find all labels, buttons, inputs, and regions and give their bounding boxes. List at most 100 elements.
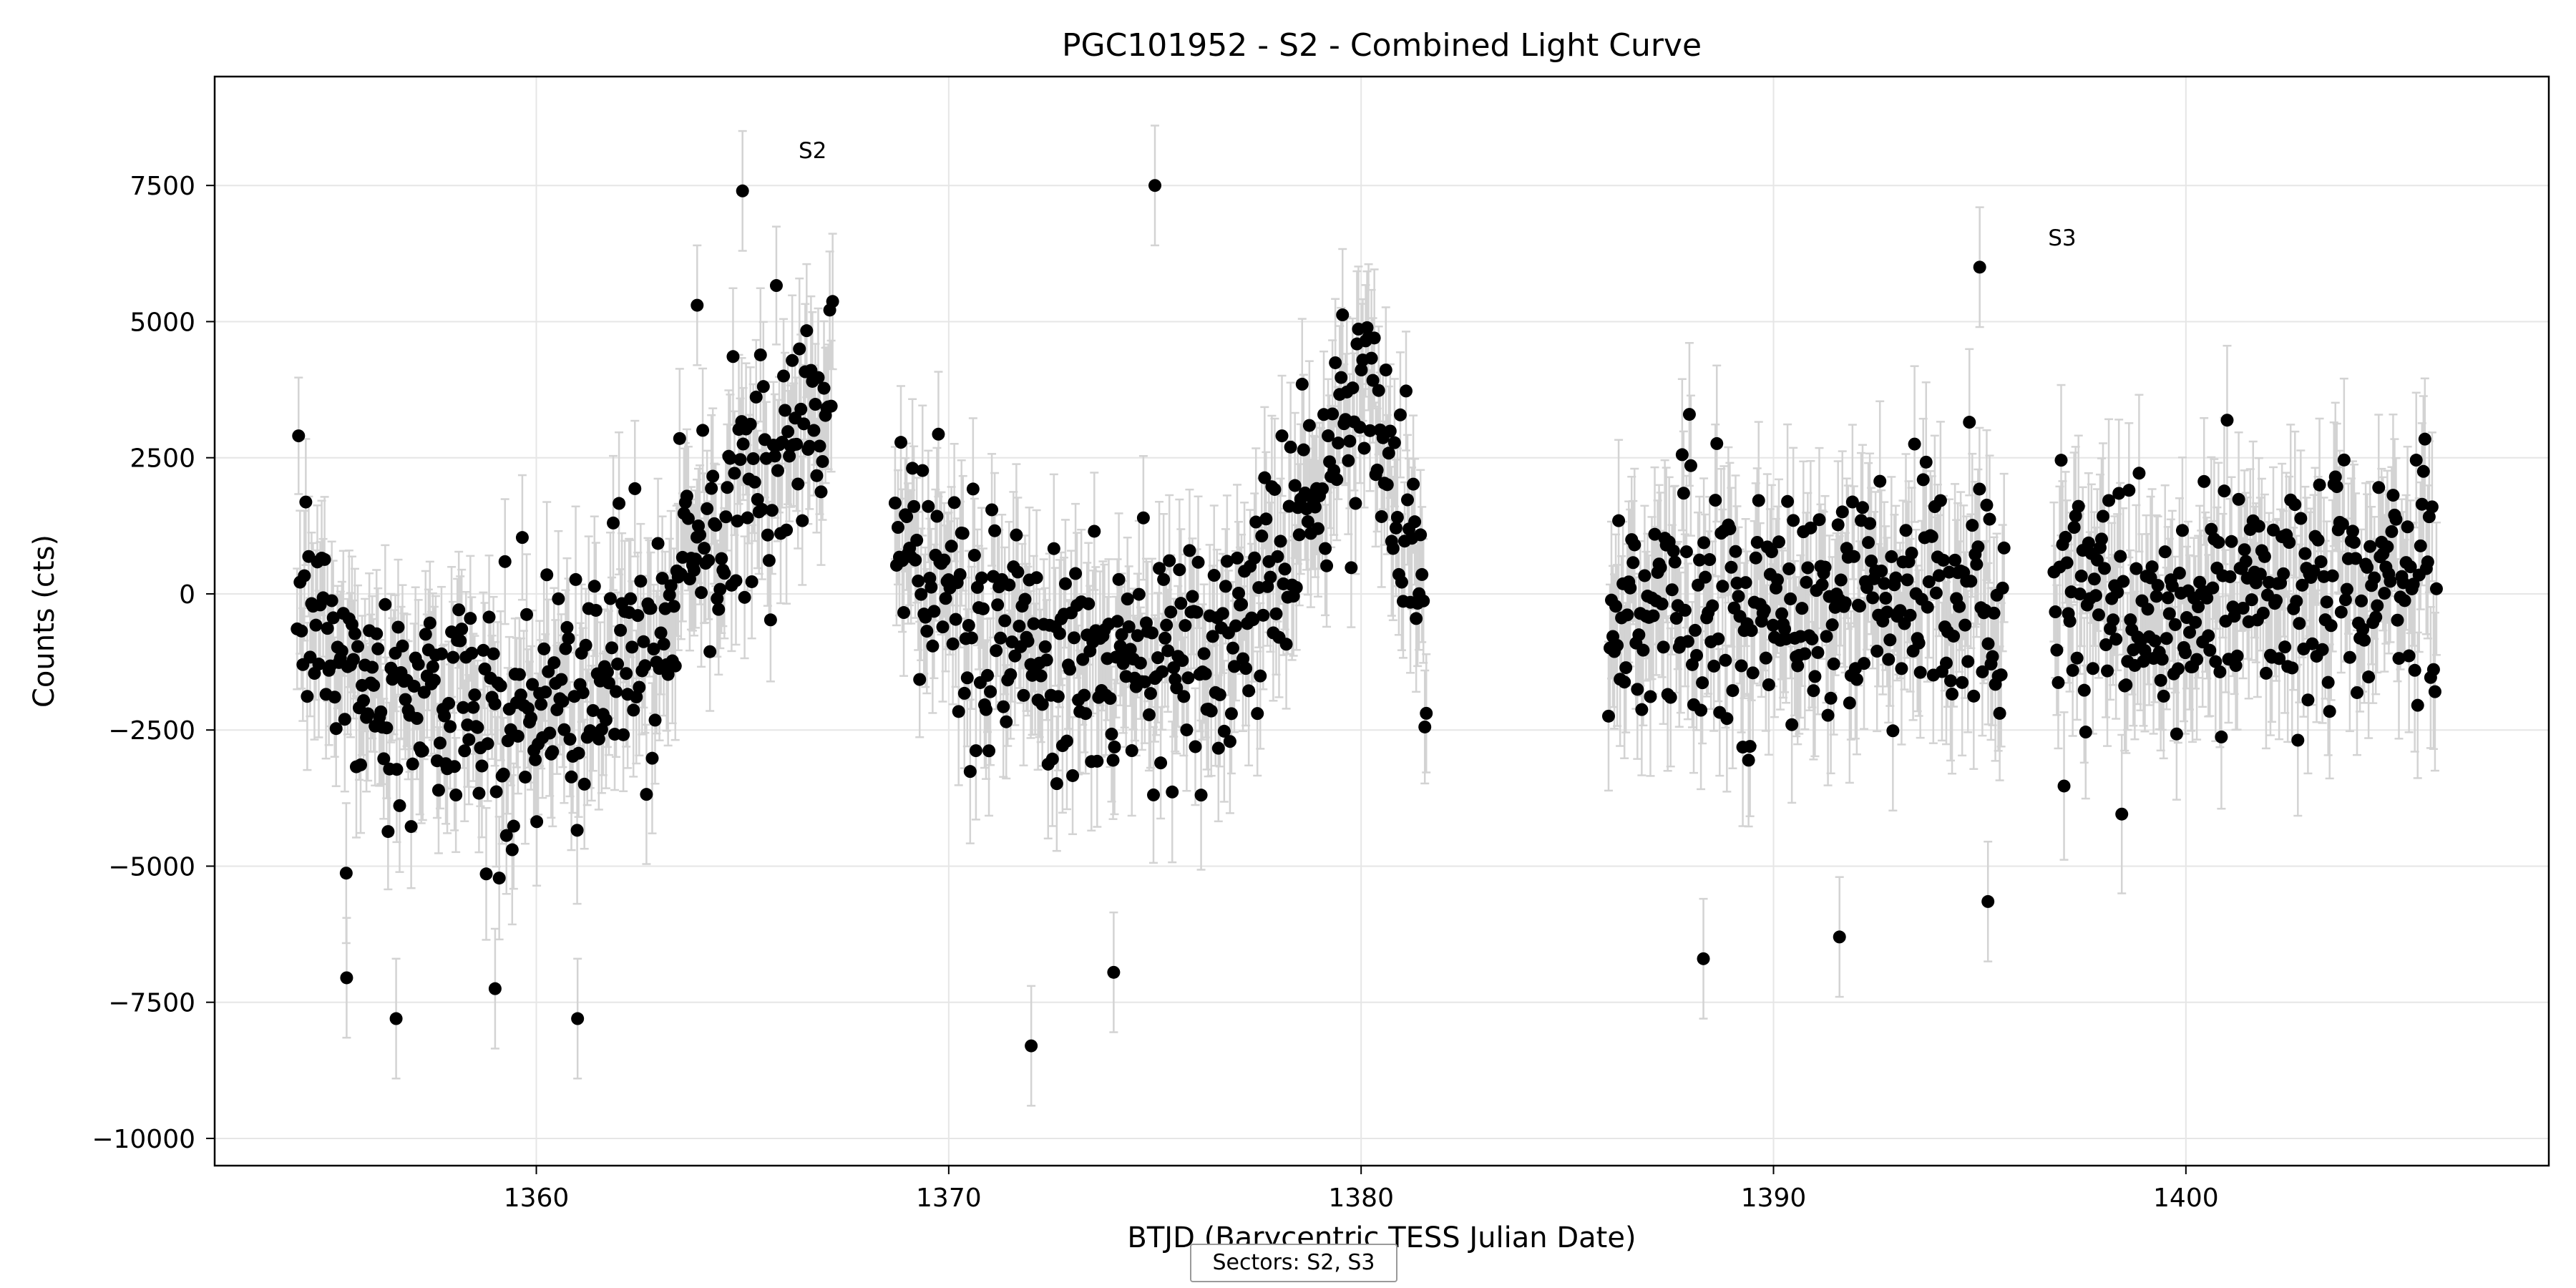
data-point [1297,443,1310,457]
data-point [1976,665,1989,678]
data-point [576,686,590,700]
data-point [1905,546,1918,560]
data-point [1170,681,1184,695]
data-point [797,417,811,431]
data-point [1752,494,1765,507]
data-point [1414,528,1428,542]
data-point [1174,597,1188,610]
data-point [1319,542,1332,555]
data-point [1322,429,1335,443]
data-point [909,553,922,567]
data-point [560,620,574,634]
data-point [712,602,726,616]
data-point [953,567,967,581]
data-point [1189,740,1202,753]
data-point [751,493,764,507]
data-point [975,571,988,585]
data-point [1981,637,1995,650]
data-point [2101,664,2114,678]
data-point [1148,179,1162,192]
data-point [1251,707,1264,721]
data-point [1197,647,1211,660]
data-point [1679,545,1693,559]
data-point [668,659,682,673]
data-point [570,824,584,837]
data-point [1638,569,1652,582]
data-point [803,439,816,453]
data-point [1288,479,1302,492]
data-point [924,580,938,594]
data-point [1835,505,1849,519]
data-point [2112,487,2126,500]
data-point [1156,665,1169,678]
data-point [1346,381,1360,395]
data-point [655,572,669,585]
data-point [1268,482,1282,496]
data-point [1000,715,1013,728]
data-point [374,705,388,718]
data-point [1380,478,1394,492]
data-point [1229,619,1242,633]
data-point [1875,564,1888,577]
data-point [2070,651,2084,665]
data-point [1002,578,1016,592]
data-point [1919,455,1933,469]
data-point [367,678,381,692]
data-point [762,554,776,567]
data-point [922,499,935,513]
data-point [1626,556,1640,570]
data-point [468,688,482,702]
data-point [1278,562,1292,576]
data-point [1066,769,1080,782]
data-point [613,497,626,510]
data-point [1123,643,1137,656]
data-point [417,686,431,699]
data-point [1997,541,2011,555]
data-point [614,623,628,637]
data-point [539,686,552,699]
data-point [1395,575,1408,589]
data-point [1125,744,1138,758]
data-point [1131,629,1144,643]
data-point [644,602,658,615]
data-point [2057,779,2071,793]
data-point [416,744,429,758]
data-point [434,647,448,660]
data-point [1807,684,1820,698]
data-point [816,454,829,468]
data-point [1636,643,1650,657]
data-point [809,398,822,411]
data-point [1815,578,1829,592]
data-point [791,477,805,491]
data-point [2067,521,2081,535]
data-point [1745,624,1758,638]
data-point [1329,356,1342,369]
data-point [477,643,490,657]
data-point [1912,636,1926,650]
data-point [1886,724,1900,738]
data-point [454,634,467,648]
data-point [781,425,795,439]
data-point [426,660,439,673]
data-point [1880,605,1894,619]
data-point [1295,377,1309,391]
data-point [411,658,425,671]
data-point [335,644,348,658]
data-point [1757,603,1771,617]
data-point [1379,364,1392,377]
data-point [303,650,317,664]
data-point [1142,708,1156,721]
data-point [1383,424,1397,438]
data-point [1365,351,1378,365]
data-point [1611,638,1624,652]
data-point [1895,662,1908,675]
data-point [706,469,720,483]
data-point [1824,691,1838,705]
data-point [1775,607,1789,620]
data-point [1996,581,2009,595]
data-point [1944,674,1958,688]
data-point [309,618,323,632]
data-point [465,646,479,660]
data-point [1045,752,1059,766]
data-point [709,519,723,532]
